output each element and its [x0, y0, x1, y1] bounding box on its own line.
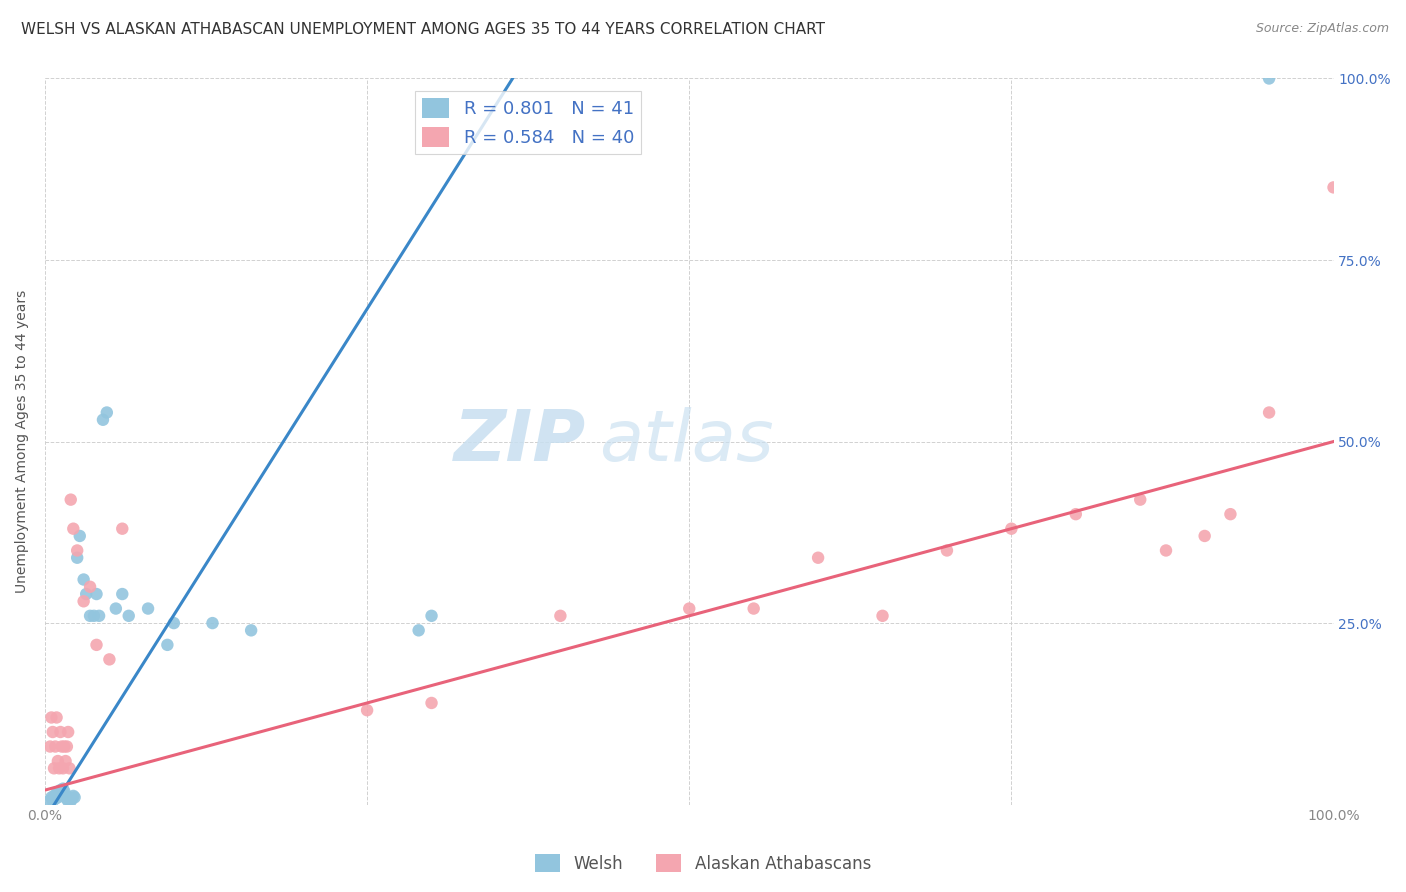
- Point: [58, 761, 80, 775]
- Text: Source: ZipAtlas.com: Source: ZipAtlas.com: [1256, 22, 1389, 36]
- Point: [41, 794, 63, 808]
- Point: [1258, 71, 1281, 86]
- Point: [83, 608, 105, 623]
- Point: [118, 608, 141, 623]
- Point: [52, 761, 75, 775]
- Point: [91, 413, 114, 427]
- Point: [420, 608, 443, 623]
- Point: [39, 739, 62, 754]
- Point: [49, 783, 72, 797]
- Point: [53, 784, 76, 798]
- Point: [48, 761, 70, 775]
- Point: [41, 710, 63, 724]
- Text: ZIP: ZIP: [454, 407, 586, 476]
- Point: [56, 725, 79, 739]
- Point: [51, 787, 73, 801]
- Text: WELSH VS ALASKAN ATHABASCAN UNEMPLOYMENT AMONG AGES 35 TO 44 YEARS CORRELATION C: WELSH VS ALASKAN ATHABASCAN UNEMPLOYMENT…: [21, 22, 825, 37]
- Point: [86, 587, 108, 601]
- Point: [872, 608, 894, 623]
- Point: [201, 616, 224, 631]
- Point: [69, 529, 91, 543]
- Point: [79, 608, 101, 623]
- Point: [98, 652, 121, 666]
- Legend: Welsh, Alaskan Athabascans: Welsh, Alaskan Athabascans: [529, 847, 877, 880]
- Point: [55, 789, 77, 803]
- Point: [56, 739, 79, 754]
- Point: [408, 624, 430, 638]
- Point: [104, 601, 127, 615]
- Point: [56, 792, 79, 806]
- Point: [156, 638, 179, 652]
- Point: [136, 601, 159, 615]
- Point: [59, 794, 82, 808]
- Point: [1064, 507, 1087, 521]
- Point: [48, 784, 70, 798]
- Point: [96, 405, 118, 419]
- Point: [1129, 492, 1152, 507]
- Point: [111, 587, 134, 601]
- Point: [59, 492, 82, 507]
- Point: [44, 739, 66, 754]
- Point: [807, 550, 830, 565]
- Point: [87, 608, 110, 623]
- Point: [1154, 543, 1177, 558]
- Point: [44, 792, 66, 806]
- Point: [79, 580, 101, 594]
- Point: [60, 792, 83, 806]
- Point: [41, 790, 63, 805]
- Point: [62, 789, 84, 803]
- Point: [63, 790, 86, 805]
- Point: [45, 787, 67, 801]
- Point: [75, 587, 97, 601]
- Point: [936, 543, 959, 558]
- Y-axis label: Unemployment Among Ages 35 to 44 years: Unemployment Among Ages 35 to 44 years: [15, 290, 30, 593]
- Point: [420, 696, 443, 710]
- Point: [46, 754, 69, 768]
- Point: [86, 638, 108, 652]
- Point: [51, 739, 73, 754]
- Legend: R = 0.801   N = 41, R = 0.584   N = 40: R = 0.801 N = 41, R = 0.584 N = 40: [415, 91, 641, 154]
- Point: [42, 789, 65, 803]
- Point: [55, 754, 77, 768]
- Point: [163, 616, 186, 631]
- Point: [45, 710, 67, 724]
- Point: [53, 739, 76, 754]
- Text: atlas: atlas: [599, 407, 773, 476]
- Point: [678, 601, 700, 615]
- Point: [240, 624, 263, 638]
- Point: [66, 543, 89, 558]
- Point: [1000, 522, 1022, 536]
- Point: [72, 573, 94, 587]
- Point: [52, 781, 75, 796]
- Point: [66, 550, 89, 565]
- Point: [1194, 529, 1216, 543]
- Point: [1322, 180, 1344, 194]
- Point: [356, 703, 378, 717]
- Point: [1258, 405, 1281, 419]
- Point: [111, 522, 134, 536]
- Point: [58, 790, 80, 805]
- Point: [72, 594, 94, 608]
- Point: [56, 794, 79, 808]
- Point: [49, 725, 72, 739]
- Point: [41, 725, 63, 739]
- Point: [1219, 507, 1241, 521]
- Point: [46, 790, 69, 805]
- Point: [742, 601, 765, 615]
- Point: [38, 794, 60, 808]
- Point: [62, 522, 84, 536]
- Point: [42, 761, 65, 775]
- Point: [550, 608, 572, 623]
